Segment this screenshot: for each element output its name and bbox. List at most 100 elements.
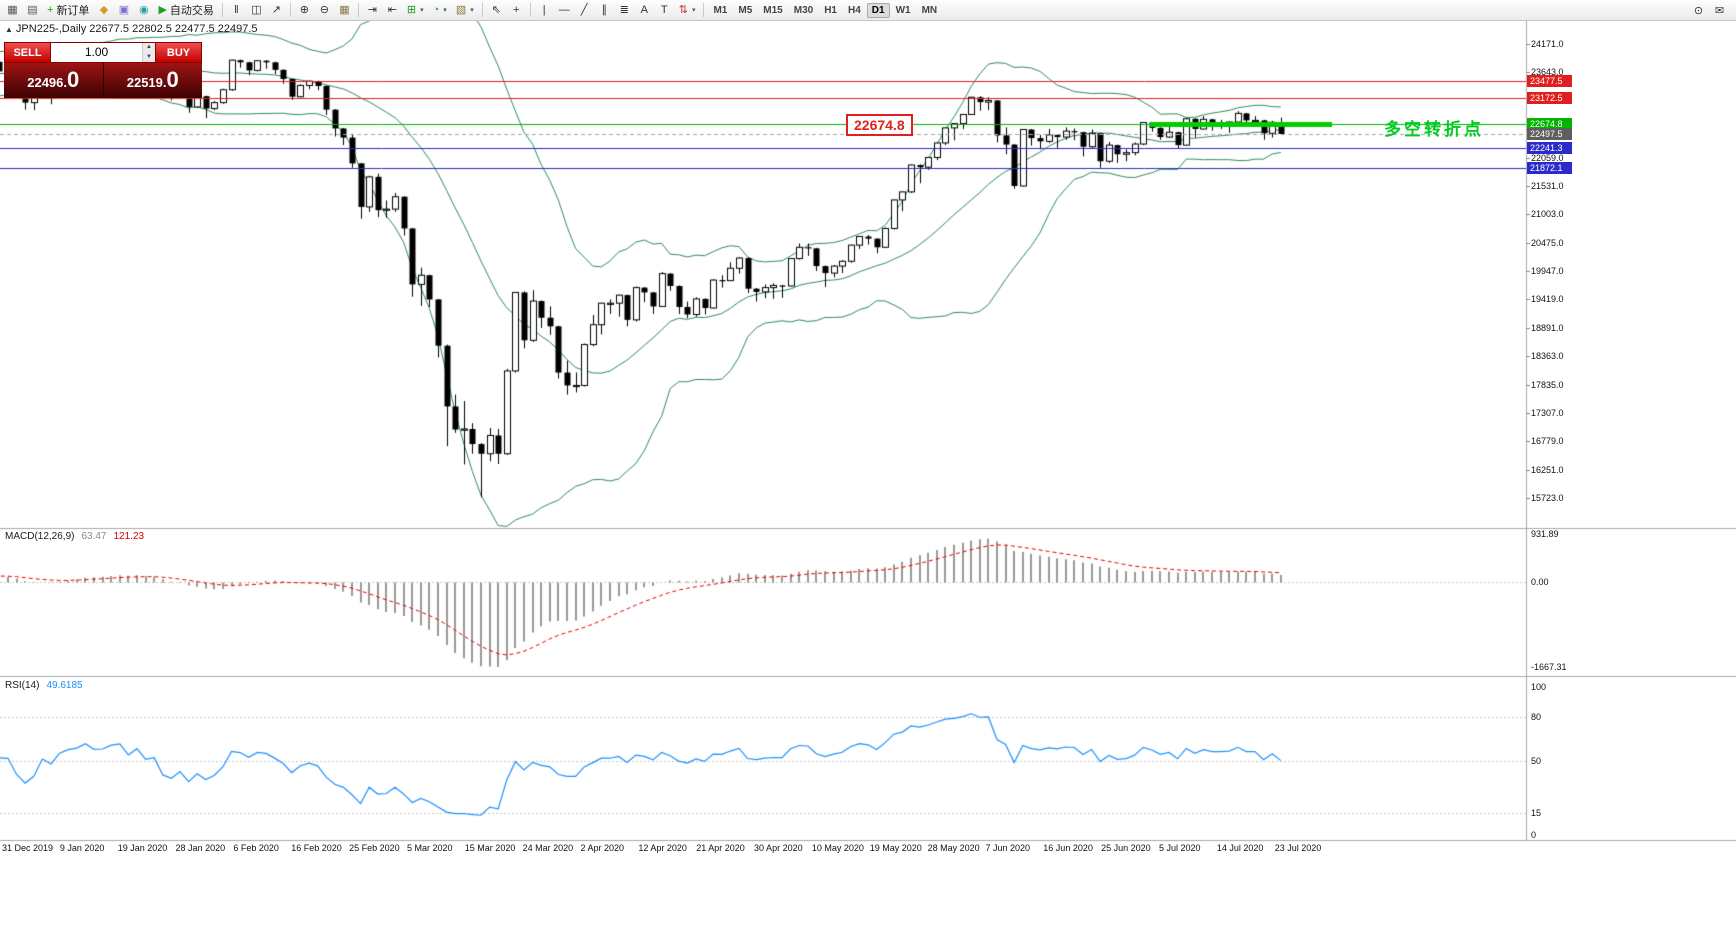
- timeframe-mn[interactable]: MN: [921, 4, 938, 16]
- rsi-value: 49.6185: [46, 680, 83, 691]
- chart-shift-icon: ⇤: [387, 3, 398, 16]
- text-tool-icon[interactable]: A: [635, 1, 654, 19]
- chart-title-text: JPN225-,Daily 22677.5 22802.5 22477.5 22…: [15, 23, 258, 35]
- volume-spinner[interactable]: ▲ ▼: [142, 43, 155, 62]
- new-order-button[interactable]: + 新订单: [43, 1, 93, 19]
- zoom-in-icon: ⊕: [299, 3, 310, 16]
- auto-scroll-icon[interactable]: ⇥: [363, 1, 382, 19]
- templates-icon[interactable]: ▧ ▾: [452, 1, 478, 19]
- timeframe-h4[interactable]: H4: [847, 4, 861, 16]
- new-chart-icon: ▦: [7, 3, 18, 16]
- chat-icon[interactable]: ✉: [1714, 4, 1725, 17]
- zoom-out-icon: ⊖: [319, 3, 330, 16]
- volume-down-icon[interactable]: ▼: [143, 52, 155, 62]
- market-watch-icon[interactable]: ◆: [94, 1, 113, 19]
- zoom-in-icon[interactable]: ⊕: [295, 1, 314, 19]
- profiles-icon[interactable]: ▤: [23, 1, 42, 19]
- data-window-icon[interactable]: ▣: [114, 1, 133, 19]
- fibonacci-icon: ≣: [619, 3, 629, 16]
- clock-icon: ◔: [432, 3, 440, 16]
- sell-price[interactable]: 22496. 0: [4, 63, 103, 98]
- dropdown-arrow-icon: ▾: [691, 7, 696, 14]
- line-chart-icon: ↗: [271, 3, 282, 16]
- new-chart-icon[interactable]: ▦: [3, 1, 22, 19]
- indicators-icon[interactable]: ⊞ ▾: [403, 1, 428, 19]
- cursor-icon[interactable]: ⇖: [487, 1, 506, 19]
- fibonacci-icon[interactable]: ≣: [615, 1, 634, 19]
- navigator-icon[interactable]: ◉: [134, 1, 153, 19]
- auto-scroll-icon: ⇥: [367, 3, 378, 16]
- timeframe-m15[interactable]: M15: [763, 4, 783, 16]
- macd-signal-value: 121.23: [113, 531, 145, 542]
- timeframe-m5[interactable]: M5: [738, 4, 753, 16]
- buy-button[interactable]: BUY: [155, 42, 202, 63]
- horizontal-line-icon[interactable]: —: [555, 1, 574, 19]
- candlestick-chart-icon: ◫: [251, 3, 262, 16]
- bar-chart-icon: ‖: [234, 3, 239, 16]
- price-callout[interactable]: 22674.8: [846, 114, 913, 136]
- chart-shift-icon[interactable]: ⇤: [383, 1, 402, 19]
- timeframe-m1[interactable]: M1: [713, 4, 728, 16]
- rsi-name: RSI(14): [5, 680, 40, 691]
- timeframe-h1[interactable]: H1: [824, 4, 837, 16]
- bar-chart-icon[interactable]: ‖: [227, 1, 246, 19]
- buy-price-pip: 0: [166, 67, 179, 92]
- timeframe-w1[interactable]: W1: [895, 4, 911, 16]
- volume-value[interactable]: 1.00: [84, 45, 109, 59]
- sell-button[interactable]: SELL: [4, 42, 51, 63]
- indicators-icon: ⊞: [406, 3, 417, 16]
- toolbar-separator: [289, 3, 291, 17]
- macd-name: MACD(12,26,9): [5, 531, 75, 542]
- macd-main-value: 63.47: [81, 531, 107, 542]
- toolbar-separator: [529, 3, 531, 17]
- label-tool-icon[interactable]: T: [655, 1, 674, 19]
- dropdown-arrow-icon: ▾: [443, 7, 447, 14]
- vertical-line-icon[interactable]: |: [535, 1, 554, 19]
- autotrading-button: ▶: [158, 3, 167, 16]
- toolbar: ▦ ▤ + 新订单 ◆ ▣ ◉ ▶ 自动交易 ‖ ◫ ↗ ⊕ ⊖ ▦ ⇥ ⇤ ⊞ ▾ ◔ ▾ ▧ ▾ ⇖ + | — ╱ ∥ ≣ A T ⇅ ▾ M…: [0, 0, 1736, 21]
- arrows-tool-icon: ⇅: [678, 3, 688, 16]
- toolbar-separator: [357, 3, 359, 17]
- search-icon[interactable]: ⊙: [1693, 4, 1704, 17]
- channel-icon[interactable]: ∥: [595, 1, 614, 19]
- market-watch-icon: ◆: [99, 3, 109, 16]
- rsi-label: RSI(14) 49.6185: [5, 680, 83, 691]
- toolbar-separator: [221, 3, 223, 17]
- line-chart-icon[interactable]: ↗: [267, 1, 286, 19]
- arrows-tool-icon[interactable]: ⇅ ▾: [675, 1, 700, 19]
- timeframe-m30[interactable]: M30: [793, 4, 814, 16]
- clock-icon[interactable]: ◔ ▾: [429, 1, 451, 19]
- new-order-button: +: [47, 3, 54, 16]
- autotrading-button-label: 自动交易: [169, 5, 214, 17]
- label-tool-icon: T: [660, 3, 668, 16]
- turning-point-annotation[interactable]: 多空转折点: [1384, 120, 1484, 139]
- volume-field[interactable]: 1.00 ▲ ▼: [51, 42, 155, 63]
- crosshair-icon[interactable]: +: [507, 1, 526, 19]
- cursor-icon: ⇖: [491, 3, 501, 16]
- trendline-icon[interactable]: ╱: [575, 1, 594, 19]
- data-window-icon: ▣: [118, 3, 130, 16]
- timeframe-d1[interactable]: D1: [866, 2, 890, 18]
- toolbar-separator: [703, 3, 705, 17]
- templates-icon: ▧: [455, 3, 467, 16]
- sell-price-main: 22496.: [27, 75, 67, 90]
- buy-price-main: 22519.: [126, 75, 167, 90]
- candlestick-chart-icon[interactable]: ◫: [247, 1, 266, 19]
- volume-up-icon[interactable]: ▲: [143, 43, 155, 53]
- crosshair-icon: +: [513, 3, 520, 16]
- buy-price[interactable]: 22519. 0: [104, 63, 203, 98]
- horizontal-line-icon: —: [558, 3, 570, 16]
- trendline-icon: ╱: [580, 3, 588, 16]
- toolbar-separator: [481, 3, 483, 17]
- profiles-icon: ▤: [27, 3, 38, 16]
- autotrading-button[interactable]: ▶ 自动交易: [154, 1, 217, 19]
- zoom-out-icon[interactable]: ⊖: [315, 1, 334, 19]
- chart-symbol-icon: ▲: [5, 25, 13, 34]
- chart-title: ▲ JPN225-,Daily 22677.5 22802.5 22477.5 2…: [5, 23, 258, 35]
- macd-label: MACD(12,26,9) 63.47 121.23: [5, 531, 144, 542]
- tile-windows-icon[interactable]: ▦: [335, 1, 354, 19]
- new-order-button-label: 新订单: [56, 5, 90, 17]
- channel-icon: ∥: [601, 3, 607, 16]
- vertical-line-icon: |: [542, 3, 546, 16]
